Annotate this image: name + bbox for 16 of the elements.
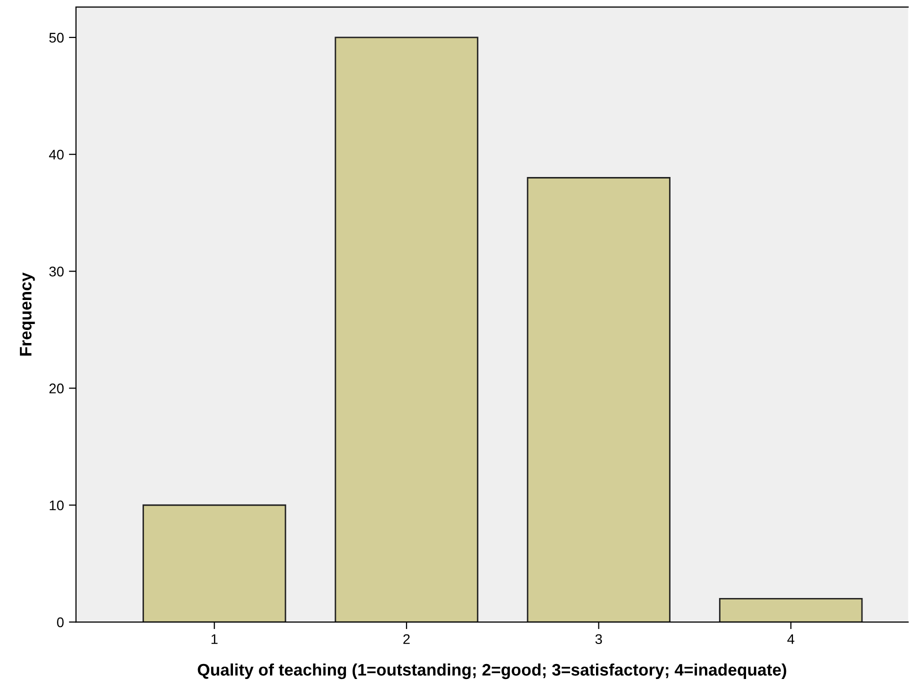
bar	[334, 36, 478, 622]
x-tick-label: 3	[595, 634, 602, 644]
y-tick-label: 10	[50, 500, 64, 510]
y-tick-label: 50	[49, 32, 64, 43]
bar	[142, 504, 286, 622]
y-axis-title: Frequency	[20, 272, 35, 356]
x-tick-label: 2	[403, 634, 410, 644]
y-tick-label: 30	[49, 266, 64, 276]
y-tick-label: 0	[57, 617, 64, 628]
bar	[526, 177, 670, 622]
x-tick-label: 1	[212, 634, 218, 644]
y-tick-label: 20	[49, 384, 64, 394]
x-axis-title: Quality of teaching (1=outstanding; 2=good; 3=satisfactory; 4=inadequate)	[198, 663, 786, 680]
x-tick-label: 4	[787, 634, 794, 644]
y-tick-label: 40	[49, 150, 64, 160]
bar	[719, 598, 863, 622]
